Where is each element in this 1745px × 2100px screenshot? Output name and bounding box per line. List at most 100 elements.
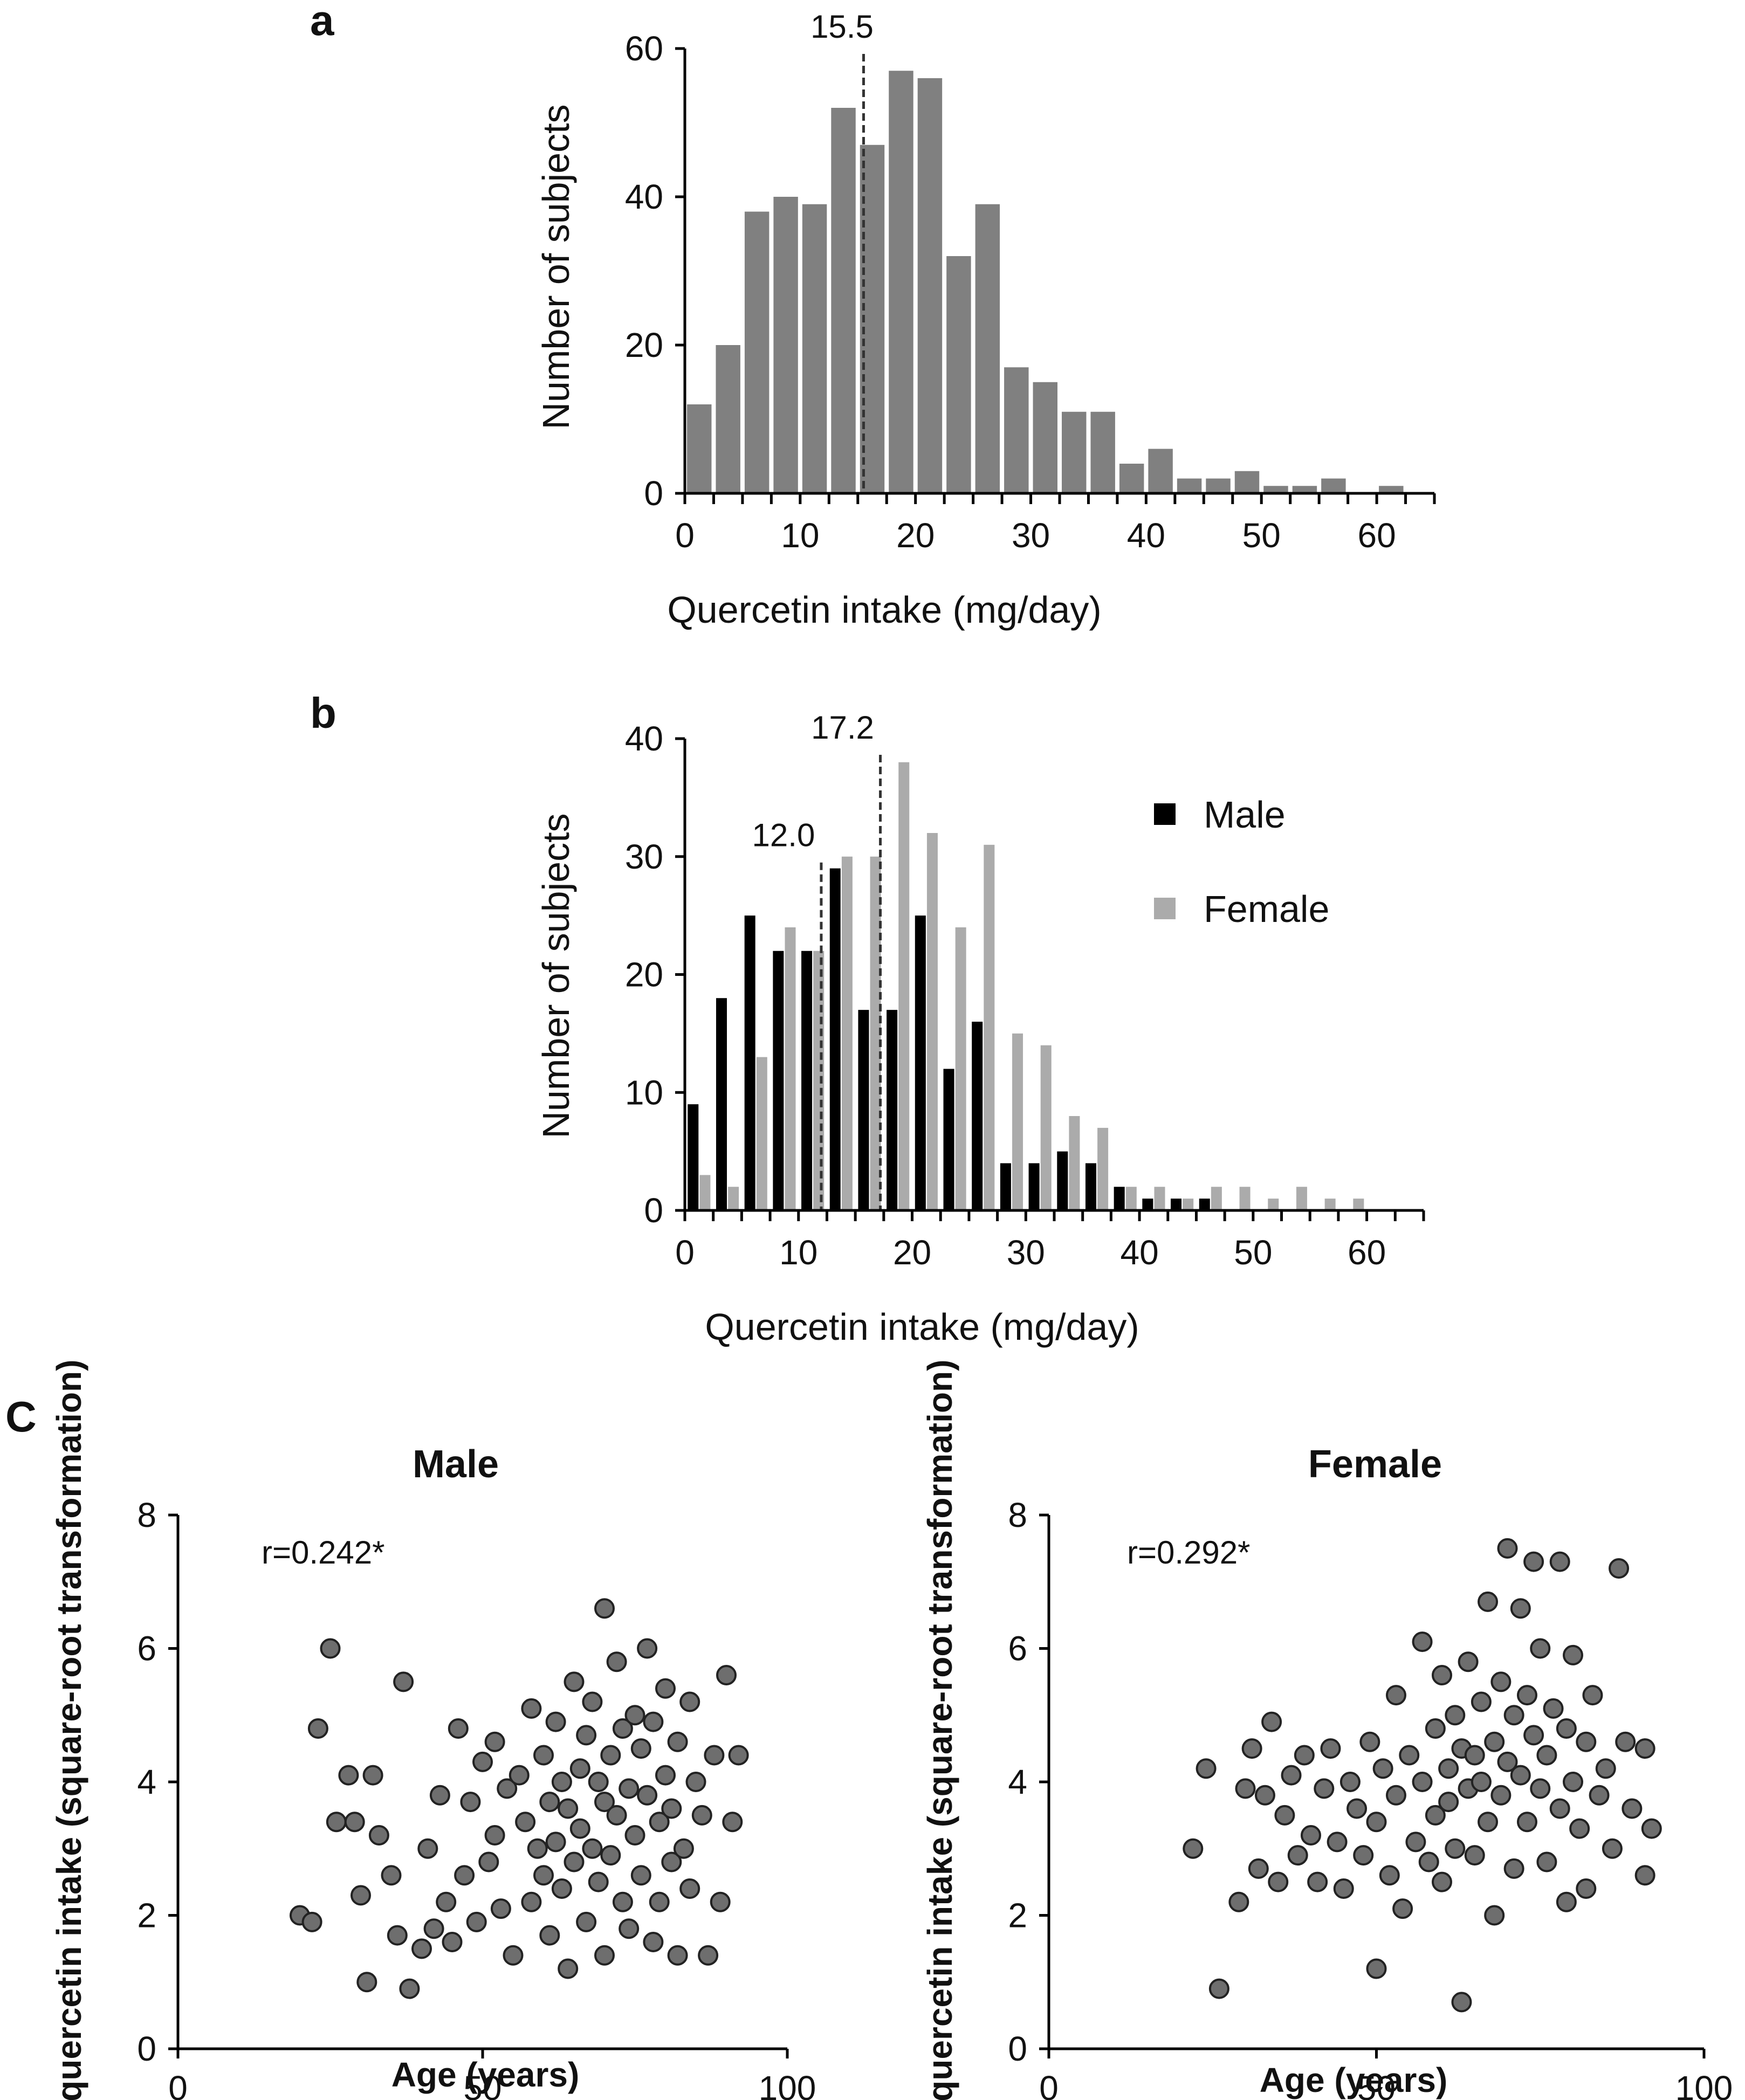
female-scatter-point (1261, 1711, 1282, 1732)
male-scatter-point (588, 1871, 609, 1892)
female-scatter-point (1556, 1718, 1577, 1739)
female-scatter-point (1478, 1812, 1499, 1833)
male-scatter-point (478, 1851, 499, 1872)
female-scatter-point (1339, 1772, 1361, 1792)
panel-a-y-tick-label: 20 (625, 326, 663, 364)
female-scatter-axes: 0 2 4 6 8 0 50 100 (1008, 1496, 1733, 2100)
female-scatter-point (1576, 1731, 1597, 1752)
panel-b-bar-male (887, 1010, 898, 1210)
panel-a-x-tick-label: 10 (781, 516, 819, 555)
female-scatter-point (1471, 1772, 1492, 1792)
panel-a-bar (1263, 486, 1288, 493)
male-scatter-point (612, 1718, 633, 1739)
male-scatter-point (679, 1691, 700, 1712)
female-scatter-point (1556, 1891, 1577, 1912)
male-scatter-point (619, 1778, 640, 1799)
female-scatter-point (1425, 1805, 1446, 1826)
panel-a-x-tick-label: 40 (1127, 516, 1165, 555)
female-scatter-point (1248, 1858, 1269, 1879)
panel-a-axes: 0 20 40 60 0 10 20 30 40 50 60 (625, 29, 1436, 555)
male-scatter-point (594, 1945, 615, 1966)
male-scatter-point (716, 1665, 737, 1685)
female-scatter-ylabel: Daily quercetin intake (square-root tran… (920, 1360, 959, 2100)
panel-b-bar-female (1040, 1045, 1052, 1210)
male-scatter-point (594, 1598, 615, 1619)
male-scatter-point (728, 1745, 749, 1766)
female-scatter-points (1183, 1538, 1662, 2013)
male-scatter-point (429, 1785, 450, 1806)
female-scatter-point (1346, 1798, 1368, 1819)
male-scatter-point (301, 1911, 322, 1932)
male-scatter-point (582, 1691, 603, 1712)
female-scatter-y-tick-label: 4 (1008, 1762, 1027, 1801)
male-scatter-point (527, 1838, 548, 1859)
male-scatter-point (594, 1792, 615, 1813)
female-scatter-point (1563, 1644, 1583, 1665)
female-scatter-point (1333, 1878, 1354, 1899)
female-scatter-point (1241, 1738, 1262, 1759)
female-scatter-point (1392, 1898, 1413, 1919)
legend-swatch-female (1154, 898, 1176, 919)
panel-a-bar (946, 256, 971, 493)
panel-b-x-tick-label: 60 (1348, 1233, 1386, 1272)
female-scatter-point (1516, 1812, 1537, 1833)
female-scatter-point (1464, 1845, 1485, 1866)
female-scatter-point (1307, 1871, 1328, 1892)
panel-b-x-tick-label: 30 (1007, 1233, 1045, 1272)
panel-a-x-tick-label: 60 (1357, 516, 1396, 555)
panel-a-bar (1292, 486, 1317, 493)
panel-b-bar-female (1324, 1199, 1336, 1210)
female-scatter-point (1287, 1845, 1308, 1866)
female-scatter-point (1412, 1772, 1433, 1792)
panel-a-y-tick-label: 0 (644, 474, 663, 513)
male-scatter-point (521, 1698, 542, 1719)
female-scatter-point (1549, 1551, 1570, 1572)
male-scatter-point (679, 1878, 700, 1899)
panel-b-bar-female (1154, 1187, 1165, 1210)
male-scatter-point (521, 1891, 542, 1912)
panel-b-median-label: 17.2 (811, 710, 874, 746)
male-scatter-point (515, 1812, 536, 1833)
panel-b-bar-female (813, 951, 825, 1210)
male-scatter-point (637, 1638, 658, 1659)
female-scatter-y-tick-label: 2 (1008, 1896, 1027, 1935)
panel-a-histogram: a 15.5 0 20 40 60 0 10 20 30 40 50 60 Quercetin in… (310, 0, 1436, 631)
panel-a-bar (1321, 478, 1346, 493)
male-scatter-x-tick-label: 50 (463, 2069, 501, 2100)
female-scatter-point (1405, 1832, 1426, 1853)
male-scatter-point (576, 1725, 597, 1746)
panel-a-x-tick-label: 30 (1012, 516, 1050, 555)
panel-a-letter: a (310, 0, 334, 44)
male-scatter-point (351, 1885, 371, 1906)
female-scatter-point (1399, 1745, 1420, 1766)
panel-a-bar (831, 108, 856, 493)
female-scatter-point (1543, 1698, 1564, 1719)
panel-b-bar-female (728, 1187, 739, 1210)
male-scatter-point (661, 1851, 682, 1872)
male-scatter-x-tick-label: 0 (168, 2069, 188, 2100)
panel-b-histogram: b 12.0 17.2 0 10 20 30 40 0 10 20 30 40 50 60 Male F… (310, 689, 1425, 1348)
panel-b-x-tick-label: 0 (675, 1233, 695, 1272)
female-scatter-title: Female (1308, 1443, 1442, 1486)
panel-b-bar-female (1353, 1199, 1364, 1210)
male-scatter-point (612, 1891, 633, 1912)
panel-b-bar-female (984, 844, 995, 1210)
female-scatter-point (1445, 1838, 1466, 1859)
panel-b-y-tick-label: 10 (625, 1073, 663, 1112)
male-scatter-point (436, 1891, 457, 1912)
male-scatter-point (411, 1938, 432, 1959)
legend-label-female: Female (1204, 888, 1329, 930)
panel-a-bar (1004, 367, 1029, 493)
panel-b-letter: b (310, 689, 336, 737)
female-scatter-point (1536, 1851, 1557, 1872)
panel-b-x-tick-label: 40 (1120, 1233, 1158, 1272)
legend-swatch-male (1154, 803, 1176, 825)
panel-b-bars (688, 762, 1364, 1210)
panel-b-bar-female (1125, 1187, 1137, 1210)
female-scatter-point (1366, 1812, 1387, 1833)
male-scatter-point (509, 1765, 530, 1786)
panel-b-legend: Male Female (1154, 794, 1329, 930)
female-scatter-point (1432, 1871, 1452, 1892)
male-scatter-point (454, 1865, 475, 1886)
